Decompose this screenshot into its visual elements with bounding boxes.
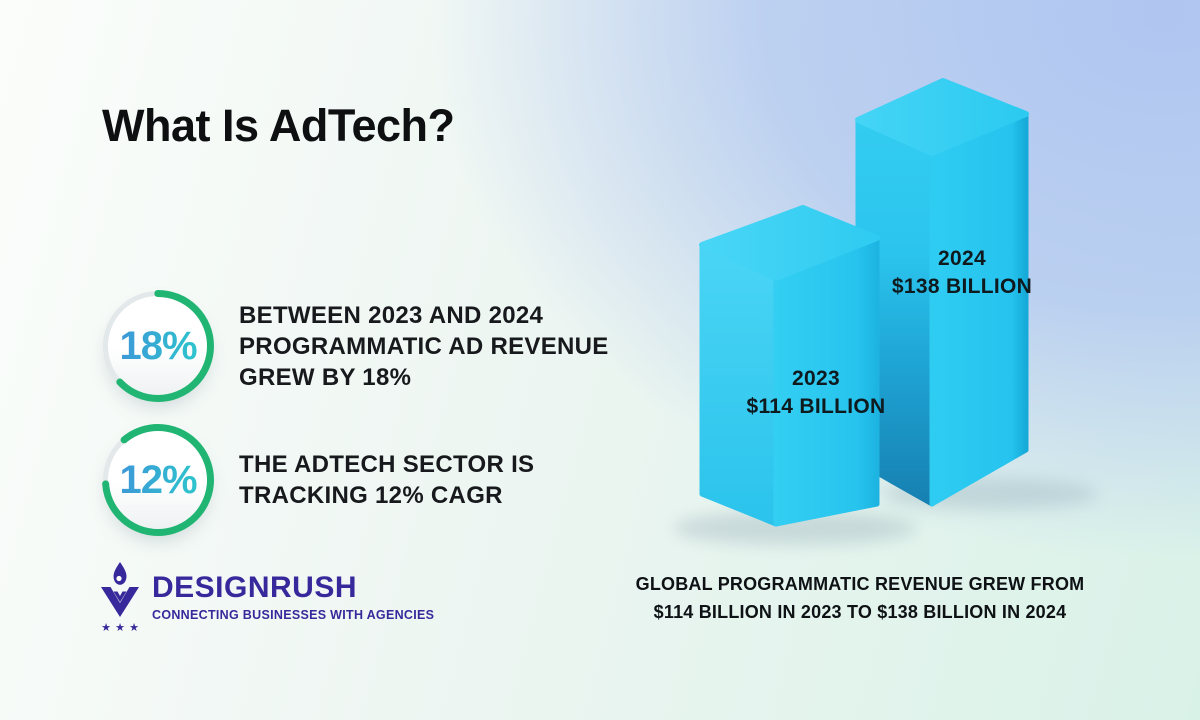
- stat-line: GREW BY 18%: [239, 363, 412, 391]
- bar-shadow: [882, 478, 1098, 510]
- bar-label-2023: 2023 $114 BILLION: [706, 365, 926, 421]
- bar-shadow: [673, 511, 917, 545]
- progress-ring-icon: [102, 290, 214, 402]
- stat-text-12: THE ADTECH SECTOR IS TRACKING 12% CAGR: [239, 449, 534, 511]
- stat-badge-disc: [107, 295, 209, 397]
- stat-line: PROGRAMMATIC AD REVENUE: [239, 332, 609, 360]
- flame-icon: [113, 562, 127, 585]
- stat-line: BETWEEN 2023 AND 2024: [239, 301, 544, 329]
- bar-year: 2024: [938, 247, 986, 270]
- stat-text-18: BETWEEN 2023 AND 2024 PROGRAMMATIC AD RE…: [239, 300, 609, 393]
- bar-value: $138 BILLION: [891, 275, 1033, 298]
- svg-text:★: ★: [129, 622, 139, 634]
- bar-value: $114 BILLION: [746, 395, 886, 418]
- logo-text: DESIGNRUSH CONNECTING BUSINESSES WITH AG…: [152, 561, 435, 623]
- v-icon: [101, 587, 139, 617]
- svg-text:★: ★: [101, 622, 111, 634]
- designrush-logo: ★ ★ ★ DESIGNRUSH CONNECTING BUSINESSES W…: [98, 561, 434, 635]
- stat-badge-disc: [107, 429, 209, 531]
- svg-text:★: ★: [115, 622, 125, 634]
- bar-label-2024: 2024 $138 BILLION: [852, 245, 1072, 301]
- stat-badge-12: 12%: [99, 421, 217, 539]
- stat-line: THE ADTECH SECTOR IS: [239, 451, 535, 478]
- stat-badge-18: 18%: [99, 287, 217, 405]
- caption-line: $114 BILLION IN 2023 TO $138 BILLION IN …: [653, 602, 1067, 622]
- stat-line: TRACKING 12% CAGR: [239, 482, 503, 509]
- stat-row-12: 12% THE ADTECH SECTOR IS TRACKING 12% CA…: [99, 421, 534, 539]
- progress-ring-icon: [102, 424, 214, 536]
- logo-tagline: CONNECTING BUSINESSES WITH AGENCIES: [152, 608, 435, 622]
- stars-icon: ★ ★ ★: [101, 622, 139, 634]
- stat-value: 12%: [99, 421, 217, 539]
- logo-name: DESIGNRUSH: [152, 571, 358, 604]
- chart-caption: GLOBAL PROGRAMMATIC REVENUE GREW FROM $1…: [610, 570, 1110, 626]
- page-title: What Is AdTech?: [102, 100, 455, 151]
- designrush-logo-icon: ★ ★ ★: [101, 562, 139, 634]
- stat-value: 18%: [99, 287, 217, 405]
- bar-year: 2023: [792, 367, 840, 390]
- caption-line: GLOBAL PROGRAMMATIC REVENUE GREW FROM: [635, 574, 1085, 594]
- stat-row-18: 18% BETWEEN 2023 AND 2024 PROGRAMMATIC A…: [99, 287, 609, 405]
